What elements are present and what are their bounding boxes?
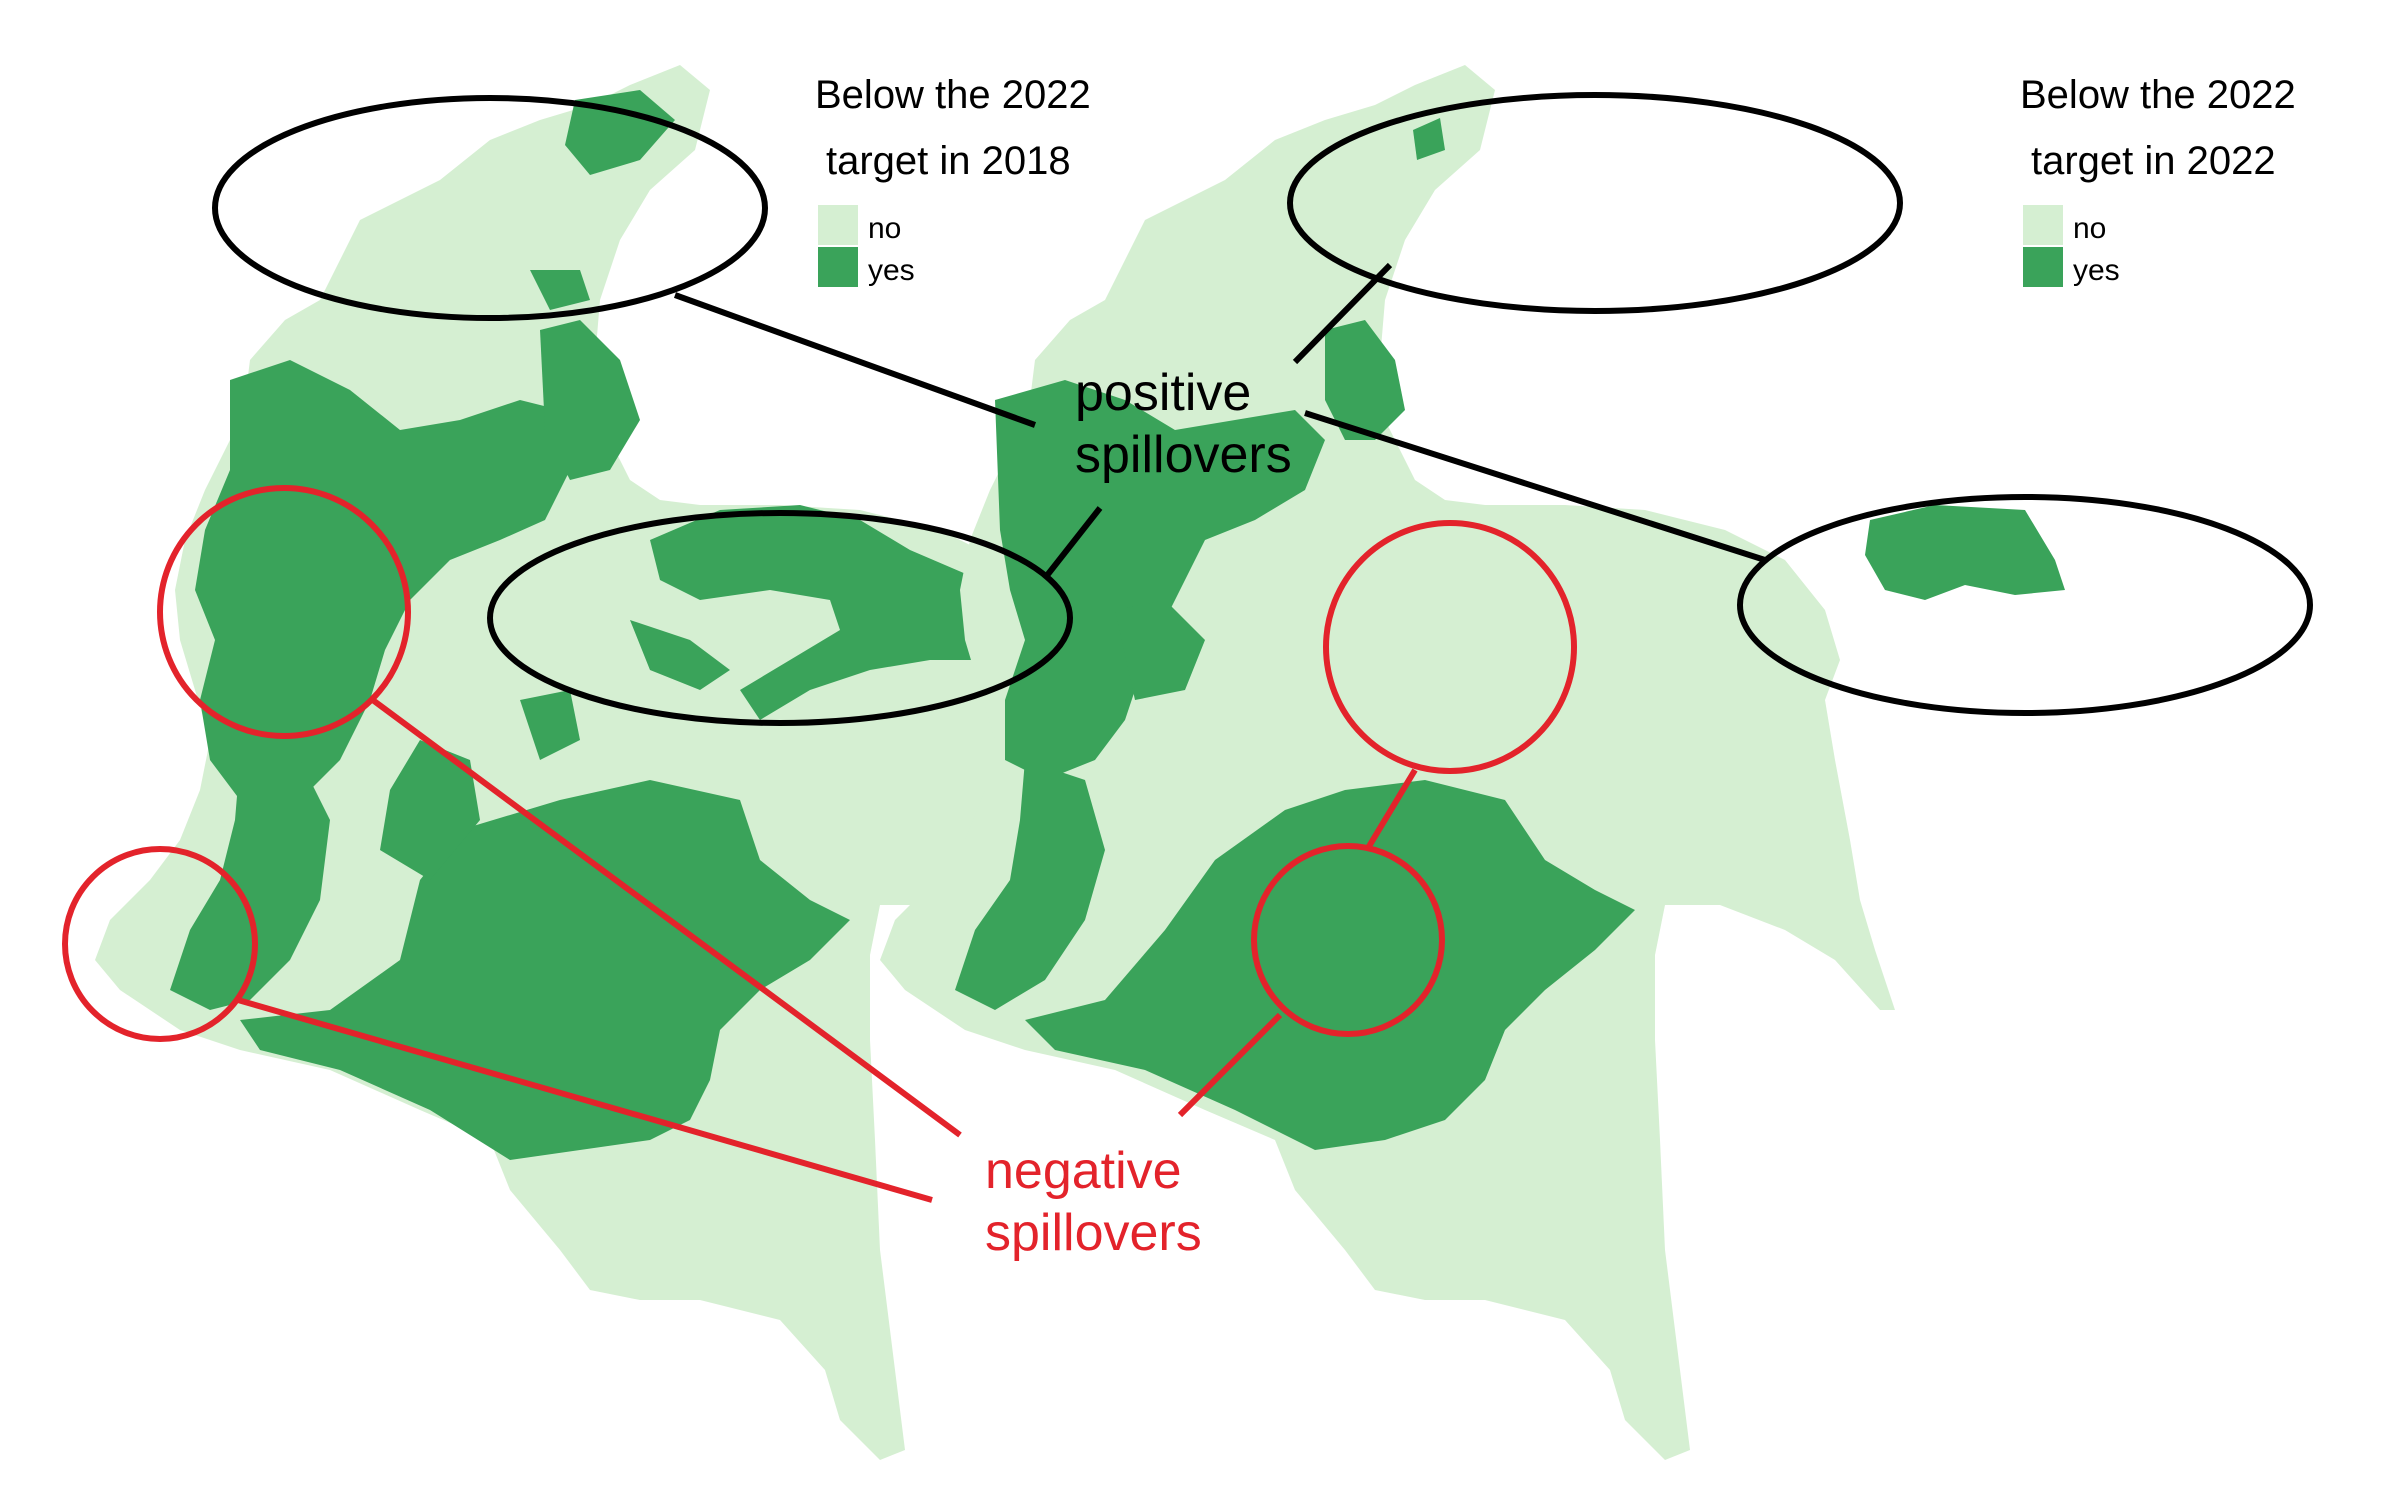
left-legend-title-line1: Below the 2022 <box>815 73 1091 117</box>
left-legend-swatch-yes <box>818 247 858 287</box>
left-yes-northwest <box>195 360 570 800</box>
right-yes-east-blob <box>1865 505 2065 600</box>
right-yes-south <box>1025 780 1635 1150</box>
left-southwest-circle <box>62 846 258 1042</box>
left-yes-patch-2 <box>520 690 580 760</box>
right-map <box>880 65 2065 1460</box>
right-legend-swatch-no <box>2023 205 2063 245</box>
left-yes-northeast-coast <box>565 90 675 175</box>
right-legend-title-line2: target in 2022 <box>2031 139 2276 183</box>
negative-connector-1 <box>368 695 962 1138</box>
negative-connector-4 <box>1177 1012 1283 1118</box>
positive-spillover-markers <box>212 92 2313 726</box>
right-east-ellipse <box>1737 494 2313 716</box>
negative-spillovers-label-line2: spillovers <box>985 1204 1202 1262</box>
left-yes-center <box>380 740 480 880</box>
positive-spillovers-label-line1: positive <box>1075 364 1251 422</box>
left-yes-east-band <box>650 505 1055 720</box>
left-map <box>95 65 1110 1460</box>
right-yes-northeast-coast <box>1413 118 1445 160</box>
left-legend-title-line2: target in 2018 <box>826 139 1071 183</box>
left-yes-north-strip <box>540 320 640 480</box>
left-north-ellipse <box>212 95 768 321</box>
right-yes-center <box>1115 600 1205 700</box>
right-legend: Below the 2022 target in 2022 no yes <box>2020 73 2296 287</box>
positive-spillovers-label-line2: spillovers <box>1075 426 1292 484</box>
positive-connector-2 <box>1292 262 1393 365</box>
right-southwest-circle <box>1251 843 1445 1037</box>
right-northwest-circle <box>1323 520 1577 774</box>
right-north-ellipse <box>1287 92 1903 314</box>
left-northwest-circle <box>157 485 411 739</box>
positive-connector-4 <box>1042 506 1103 580</box>
positive-connector-3 <box>1304 410 1766 563</box>
left-legend-label-no: no <box>868 212 901 245</box>
left-legend-label-yes: yes <box>868 254 915 287</box>
negative-spillover-markers <box>62 485 1577 1203</box>
right-yes-west-coast <box>955 760 1105 1010</box>
left-legend-swatch-no <box>818 205 858 245</box>
right-legend-label-yes: yes <box>2073 254 2120 287</box>
left-legend: Below the 2022 target in 2018 no yes <box>815 73 1091 287</box>
left-yes-north-small <box>530 270 590 310</box>
left-yes-patch-1 <box>630 620 730 690</box>
right-legend-title-line1: Below the 2022 <box>2020 73 2296 117</box>
right-legend-label-no: no <box>2073 212 2106 245</box>
negative-connector-3 <box>1365 768 1418 850</box>
negative-connector-2 <box>237 997 933 1203</box>
positive-connector-1 <box>673 292 1037 428</box>
left-east-ellipse <box>487 510 1073 726</box>
right-yes-north-strip <box>1325 320 1405 440</box>
negative-spillovers-label-line1: negative <box>985 1142 1182 1200</box>
left-yes-south <box>240 780 850 1160</box>
right-legend-swatch-yes <box>2023 247 2063 287</box>
right-yes-northwest <box>995 380 1325 780</box>
left-yes-west-coast <box>170 760 330 1010</box>
